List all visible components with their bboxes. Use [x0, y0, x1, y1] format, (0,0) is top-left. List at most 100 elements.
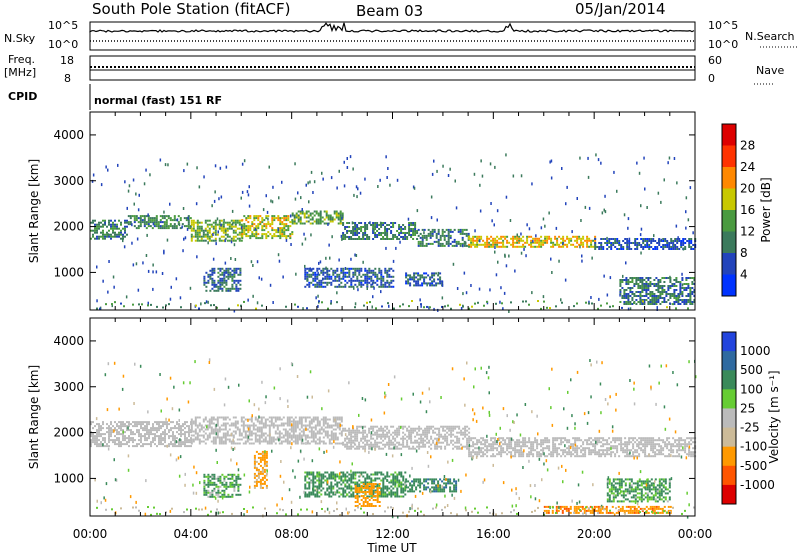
data-cell [528, 243, 531, 246]
data-cell [442, 441, 445, 444]
data-cell [312, 438, 315, 441]
data-cell [104, 437, 106, 440]
data-cell [208, 229, 211, 232]
data-cell [196, 426, 199, 429]
data-cell [336, 442, 339, 445]
data-cell [488, 243, 491, 246]
data-cell [146, 423, 148, 426]
data-cell [210, 426, 213, 429]
data-cell [684, 238, 687, 240]
data-cell [428, 429, 431, 432]
data-cell [130, 437, 132, 440]
data-cell [254, 227, 257, 231]
data-cell [657, 279, 660, 281]
data-cell [620, 246, 623, 248]
data-cell [90, 423, 92, 426]
data-cell [532, 447, 535, 450]
data-cell [294, 430, 297, 433]
data-cell [104, 223, 106, 226]
data-cell [344, 275, 347, 278]
data-cell [120, 427, 122, 430]
data-cell [178, 429, 180, 432]
data-cell [554, 451, 557, 454]
data-cell [240, 226, 243, 230]
data-cell [653, 285, 656, 287]
data-cell [402, 236, 405, 238]
data-cell [646, 240, 649, 242]
data-cell [560, 437, 563, 440]
data-cell [340, 277, 343, 280]
data-cell [382, 429, 385, 432]
data-cell [289, 221, 292, 224]
data-cell [238, 231, 241, 234]
data-cell [358, 443, 361, 446]
data-cell [419, 244, 422, 247]
data-cell [374, 281, 377, 284]
data-cell [404, 226, 407, 228]
data-cell [536, 241, 539, 244]
data-cell [331, 216, 334, 219]
data-cell [284, 434, 287, 437]
data-cell [436, 447, 439, 450]
data-cell [214, 164, 217, 168]
data-cell [110, 223, 112, 226]
data-cell [110, 423, 112, 426]
data-cell [148, 431, 150, 434]
data-cell [110, 237, 112, 240]
data-cell [372, 273, 375, 276]
data-cell [622, 246, 625, 248]
data-cell [234, 432, 237, 435]
data-cell [364, 425, 367, 428]
data-cell [382, 433, 385, 436]
data-cell [214, 426, 217, 429]
data-cell [164, 429, 166, 432]
data-cell [470, 453, 473, 456]
data-cell [643, 287, 646, 289]
data-cell [252, 424, 255, 427]
data-cell [268, 440, 271, 443]
data-cell [380, 429, 383, 432]
power-data [90, 153, 697, 313]
data-cell [417, 274, 420, 277]
data-cell [522, 245, 525, 248]
data-cell [448, 443, 451, 446]
data-cell [665, 293, 668, 295]
data-cell [341, 237, 343, 241]
data-cell [184, 423, 186, 426]
data-cell [642, 439, 645, 442]
data-cell [622, 447, 625, 450]
data-cell [362, 437, 365, 440]
data-cell [584, 447, 587, 450]
data-cell [382, 443, 385, 446]
data-cell [402, 238, 405, 240]
data-cell [308, 416, 311, 419]
data-cell [134, 423, 136, 426]
data-cell [667, 285, 670, 287]
data-cell [498, 437, 501, 440]
data-cell [336, 416, 339, 419]
data-cell [134, 433, 136, 436]
data-cell [338, 426, 341, 429]
data-cell [642, 437, 645, 440]
data-cell [516, 241, 519, 244]
data-cell [192, 227, 195, 230]
data-cell [678, 240, 681, 242]
data-cell [486, 235, 489, 238]
data-cell [376, 234, 379, 236]
data-cell [176, 218, 179, 222]
data-cell [291, 219, 294, 222]
data-cell [316, 416, 319, 419]
data-cell [114, 235, 116, 238]
data-cell [441, 228, 444, 231]
data-cell [540, 439, 543, 442]
data-cell [139, 219, 142, 222]
data-cell [259, 221, 262, 224]
data-cell [443, 238, 446, 241]
data-cell [283, 231, 286, 234]
data-cell [91, 179, 94, 183]
data-cell [160, 425, 162, 428]
data-cell [206, 225, 209, 228]
data-cell [250, 438, 253, 441]
data-cell [122, 233, 124, 236]
data-cell [430, 443, 433, 446]
